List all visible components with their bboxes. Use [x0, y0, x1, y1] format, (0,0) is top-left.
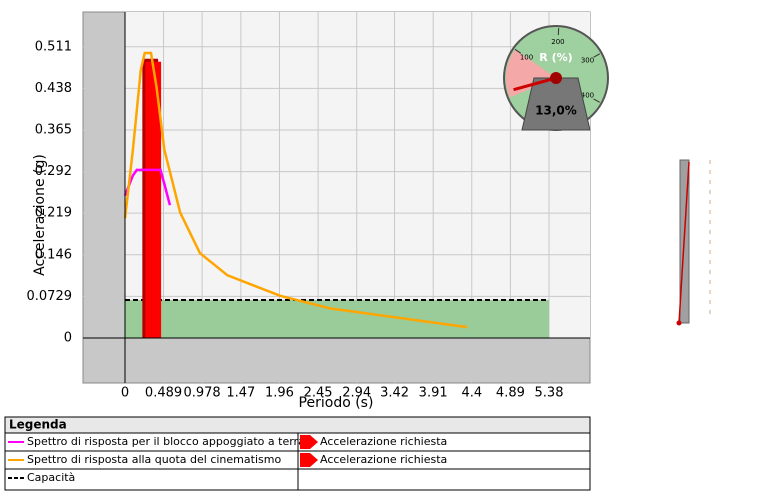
x-tick-label: 1.96 — [265, 386, 294, 401]
x-tick-label: 1.47 — [226, 386, 255, 401]
y-tick-label: 0.292 — [35, 164, 72, 179]
capacity-area — [125, 300, 549, 338]
x-tick-label: 2.94 — [342, 386, 371, 401]
legend-label: Accelerazione richiesta — [320, 435, 447, 448]
legend-label: Capacità — [27, 471, 75, 484]
gauge-tick-label: 200 — [551, 38, 564, 46]
y-tick-label: 0 — [64, 330, 72, 345]
y-tick-label: 0.365 — [35, 122, 72, 137]
legend: Legenda Spettro di risposta per il blocc… — [5, 417, 590, 490]
x-tick-label: 4.4 — [461, 386, 482, 401]
gauge-hub — [550, 72, 562, 84]
y-tick-label: 0.511 — [35, 39, 72, 54]
y-tick-label: 0.146 — [35, 247, 72, 262]
elevation-icon — [677, 160, 711, 326]
x-tick-label: 4.89 — [496, 386, 525, 401]
legend-label: Spettro di risposta per il blocco appogg… — [27, 435, 305, 448]
x-tick-label: 0.489 — [145, 386, 182, 401]
gauge-label: R (%) — [539, 51, 572, 64]
x-tick-label: 0.978 — [183, 386, 220, 401]
legend-label: Accelerazione richiesta — [320, 453, 447, 466]
gauge-tick-label: 300 — [581, 57, 594, 65]
gauge-value: 13,0% — [535, 104, 577, 118]
legend-title: Legenda — [9, 418, 67, 432]
x-tick-label: 3.91 — [419, 386, 448, 401]
y-tick-label: 0.438 — [35, 81, 72, 96]
x-tick-label: 5.38 — [535, 386, 564, 401]
x-tick-label: 2.45 — [304, 386, 333, 401]
x-tick-label: 3.42 — [380, 386, 409, 401]
legend-label: Spettro di risposta alla quota del cinem… — [27, 453, 281, 466]
y-tick-label: 0.219 — [35, 206, 72, 221]
x-tick-label: 0 — [121, 386, 129, 401]
y-tick-label: 0.0729 — [27, 289, 73, 304]
gauge-tick-label: 100 — [520, 53, 533, 61]
